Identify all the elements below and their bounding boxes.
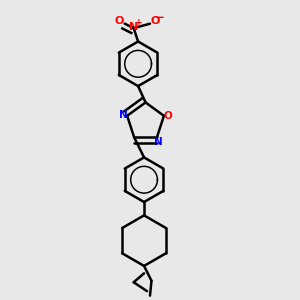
- Text: N: N: [129, 22, 138, 32]
- Text: O: O: [163, 111, 172, 121]
- Text: N: N: [154, 137, 163, 147]
- Text: O: O: [115, 16, 124, 26]
- Text: N: N: [119, 110, 128, 120]
- Text: +: +: [135, 18, 143, 27]
- Text: −: −: [155, 11, 165, 24]
- Text: O: O: [151, 16, 160, 26]
